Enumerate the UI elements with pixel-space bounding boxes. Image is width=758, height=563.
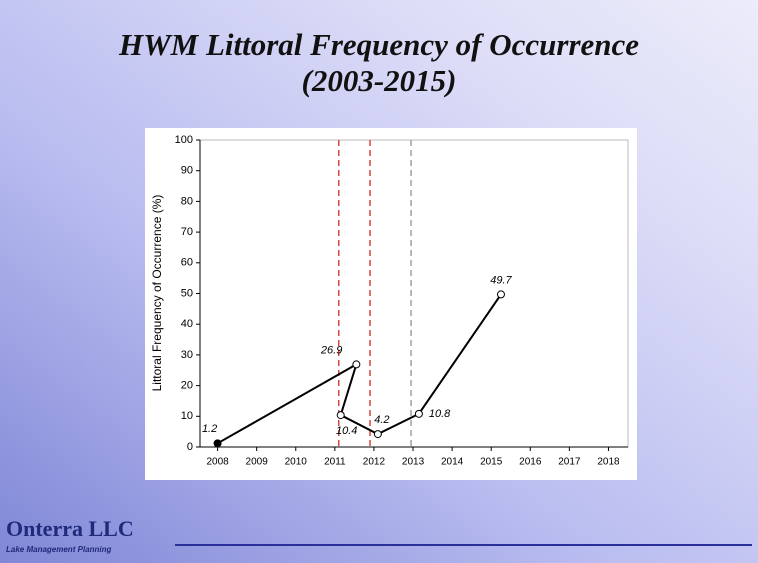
y-tick-label: 60	[181, 257, 193, 269]
x-tick-label: 2018	[597, 457, 620, 468]
data-point	[213, 439, 222, 448]
x-tick-label: 2014	[441, 457, 464, 468]
y-tick-label: 30	[181, 349, 193, 361]
data-point	[352, 360, 361, 369]
y-axis-label: Littoral Frequency of Occurrence (%)	[150, 195, 164, 392]
data-label: 10.4	[336, 425, 357, 437]
x-tick-label: 2015	[480, 457, 503, 468]
x-tick-label: 2011	[324, 457, 346, 468]
y-tick-label: 50	[181, 287, 193, 299]
tagline: Lake Management Planning	[6, 545, 111, 554]
chart-background	[145, 128, 637, 480]
slide-subtitle: (2003-2015)	[302, 63, 457, 98]
plot: 0 10 20 30 40 50 60 70 80 90 100 2008 2009 2010 2011 20…	[175, 134, 620, 468]
slide-title: HWM Littoral Frequency of Occurrence	[118, 27, 639, 62]
y-tick-label: 90	[181, 165, 193, 177]
y-tick-label: 70	[181, 226, 193, 238]
series-line	[217, 293, 502, 445]
x-tick-label: 2008	[206, 457, 229, 468]
data-label: 1.2	[202, 423, 217, 435]
data-label: 4.2	[374, 414, 389, 426]
data-point	[336, 411, 345, 420]
data-point	[414, 409, 423, 418]
data-point	[373, 430, 382, 439]
x-tick-label: 2016	[519, 457, 542, 468]
x-tick-label: 2013	[402, 457, 425, 468]
logo: Onterra LLC	[6, 516, 134, 541]
y-tick-label: 40	[181, 318, 193, 330]
data-label: 49.7	[490, 274, 512, 286]
data-label: 26.9	[320, 344, 342, 356]
y-tick-label: 100	[175, 134, 193, 146]
data-point	[496, 290, 505, 299]
y-tick-label: 0	[187, 441, 193, 453]
y-tick-label: 80	[181, 195, 193, 207]
x-tick-label: 2009	[246, 457, 269, 468]
x-tick-label: 2012	[363, 457, 386, 468]
x-tick-label: 2017	[558, 457, 581, 468]
y-tick-label: 20	[181, 380, 193, 392]
data-label: 10.8	[429, 408, 451, 420]
y-tick-label: 10	[181, 410, 193, 422]
x-tick-label: 2010	[285, 457, 308, 468]
